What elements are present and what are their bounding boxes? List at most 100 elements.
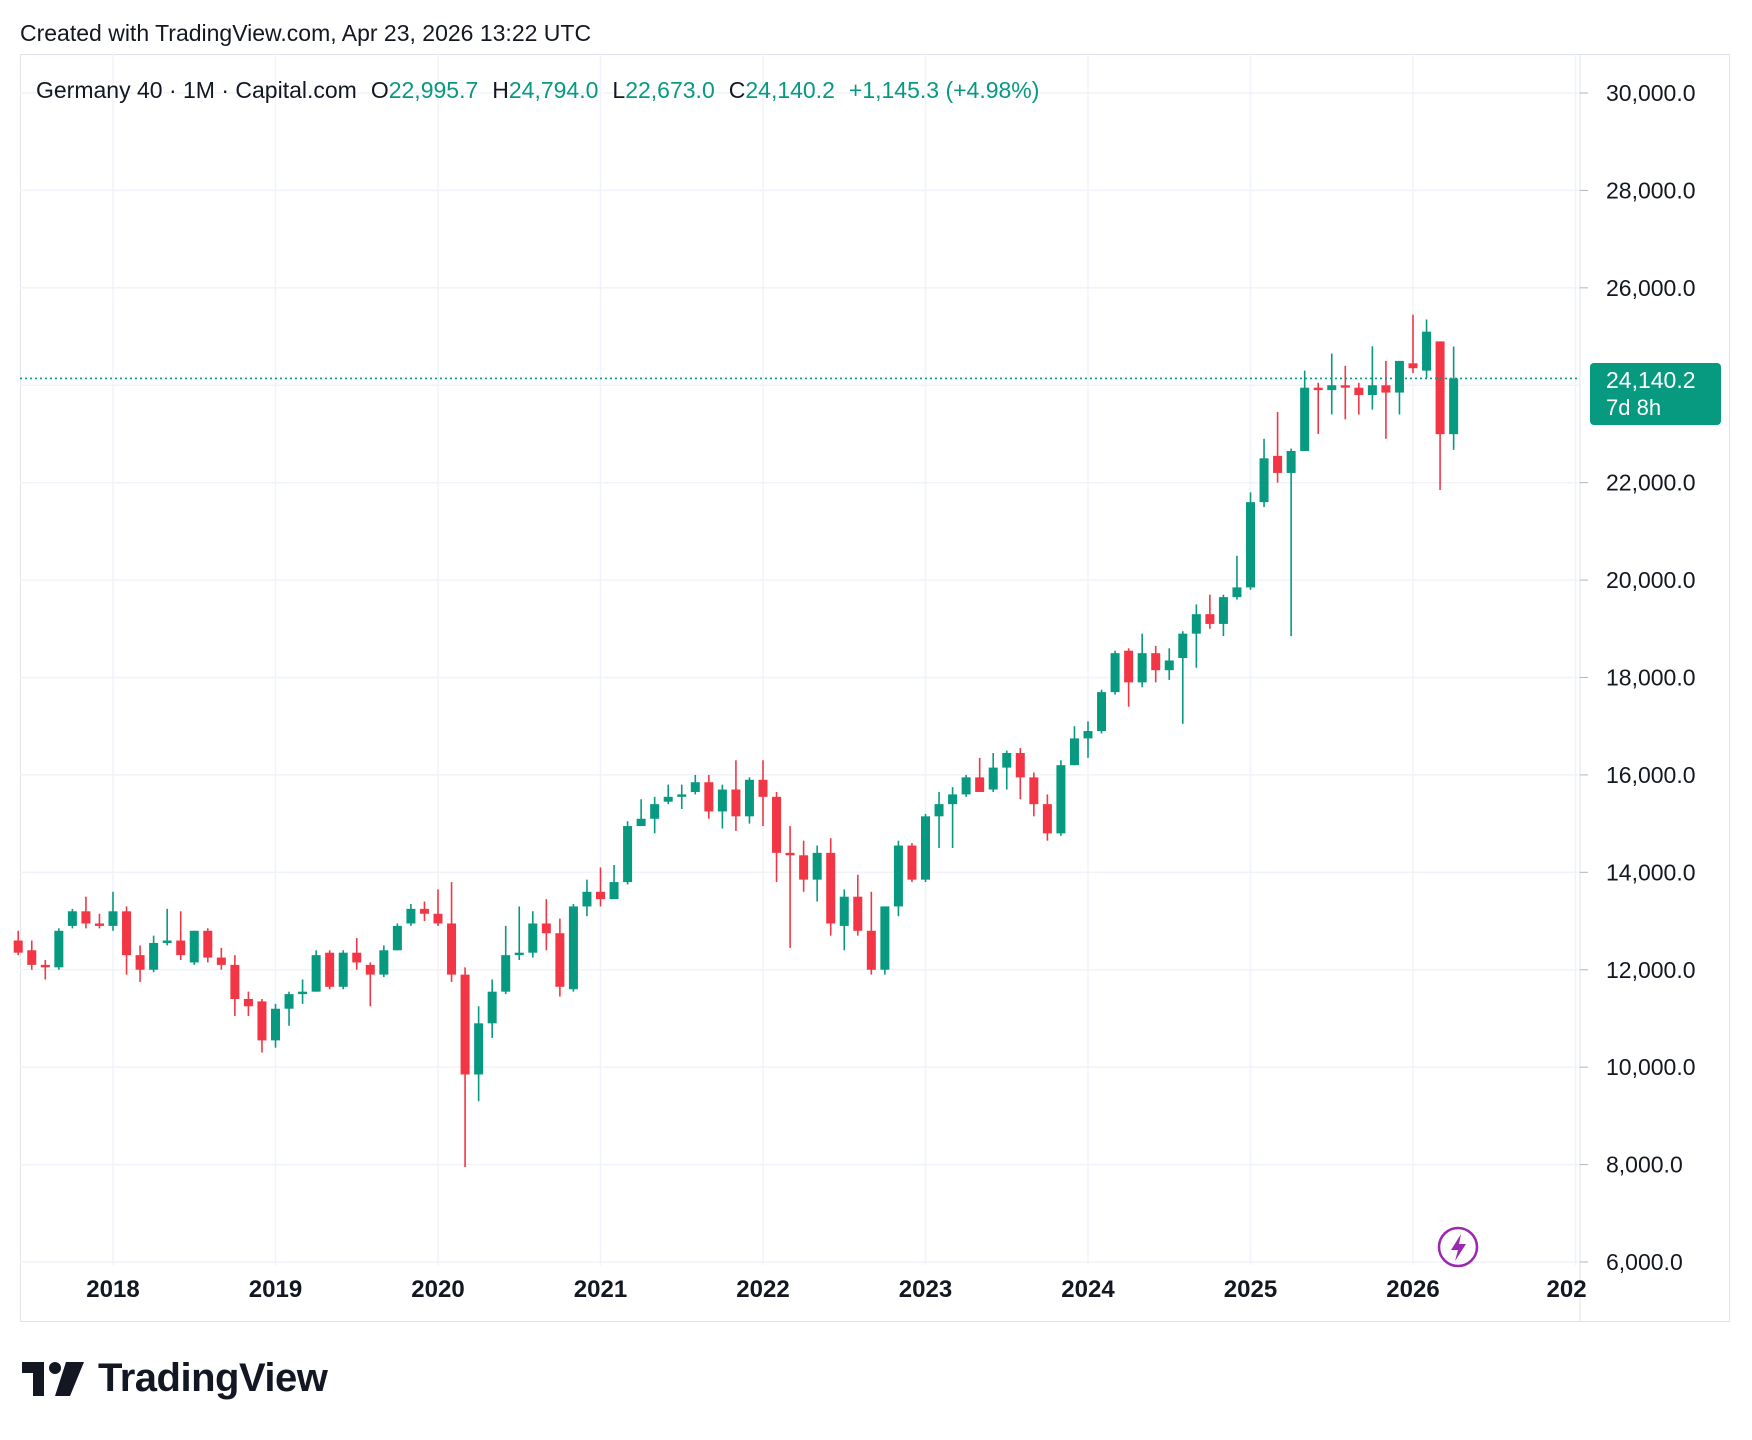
candle	[1286, 448, 1296, 637]
candle-body	[379, 950, 389, 975]
candle-body	[744, 779, 754, 817]
candle-body	[67, 911, 77, 926]
candle	[1408, 314, 1418, 374]
candle-body	[1056, 765, 1066, 834]
x-tick-label: 202	[1547, 1276, 1587, 1303]
x-tick-label: 2025	[1224, 1276, 1277, 1303]
open-value: 22,995.7	[388, 77, 479, 103]
tradingview-logo-icon	[22, 1362, 84, 1396]
symbol-legend: Germany 40 · 1M · Capital.com O22,995.7 H2…	[36, 77, 1039, 104]
candle	[826, 838, 836, 936]
candle	[271, 1003, 280, 1048]
candle	[880, 906, 890, 975]
candle	[474, 1006, 484, 1102]
candle	[934, 791, 944, 848]
candle-body	[1178, 633, 1188, 659]
bar-countdown: 7d 8h	[1606, 395, 1662, 420]
candle	[609, 865, 619, 900]
high-label: H	[492, 77, 509, 103]
candle-body	[1029, 777, 1039, 805]
candle-body	[596, 891, 605, 900]
x-tick-label: 2021	[574, 1276, 627, 1303]
candle	[54, 928, 64, 970]
candle	[67, 908, 77, 929]
candle-body	[907, 845, 917, 880]
candle	[433, 889, 443, 926]
candle-body	[921, 816, 930, 880]
grid-lines	[20, 54, 1580, 1265]
candle	[81, 896, 91, 929]
close-label: C	[728, 77, 746, 103]
candle	[528, 911, 538, 958]
candle	[1354, 382, 1364, 415]
candle	[162, 908, 172, 946]
candle-body	[1137, 653, 1147, 683]
x-tick-label: 2023	[899, 1276, 952, 1303]
candle	[338, 950, 348, 990]
candles	[13, 314, 1459, 1168]
candle-body	[1218, 597, 1228, 624]
candle	[582, 879, 592, 917]
candle-body	[135, 955, 145, 970]
candle-body	[406, 908, 416, 924]
candle	[731, 760, 741, 831]
candle	[1435, 341, 1445, 490]
candle	[596, 867, 605, 907]
candle	[907, 843, 917, 883]
candle-body	[392, 925, 402, 951]
candle-body	[690, 782, 700, 792]
candle-body	[772, 796, 782, 853]
candle-body	[1449, 378, 1459, 435]
candle-body	[636, 818, 646, 827]
candle	[176, 911, 186, 961]
candle-body	[81, 911, 91, 924]
candle	[799, 840, 809, 892]
low-value: 22,673.0	[625, 77, 715, 103]
candle	[1124, 648, 1134, 707]
y-tick-label: 18,000.0	[1606, 665, 1696, 691]
candle	[1422, 319, 1432, 378]
high-value: 24,794.0	[508, 77, 599, 103]
candle-body	[623, 826, 633, 883]
candle-body	[812, 852, 822, 880]
candle-body	[365, 964, 375, 975]
candle	[94, 913, 104, 929]
candle-body	[1286, 451, 1296, 473]
candle	[1083, 721, 1093, 758]
candle-body	[839, 896, 849, 926]
candle-body	[447, 923, 457, 975]
candle-body	[961, 777, 971, 795]
candle-body	[1354, 387, 1364, 395]
symbol-name[interactable]: Germany 40 · 1M · Capital.com	[36, 77, 357, 103]
candle-body	[1042, 804, 1052, 834]
candle-body	[216, 957, 226, 965]
y-tick-label: 28,000.0	[1606, 177, 1696, 203]
y-tick-label: 30,000.0	[1606, 80, 1696, 106]
candle-body	[284, 994, 294, 1009]
candle-body	[271, 1008, 280, 1041]
candle-body	[893, 845, 903, 907]
candle	[1042, 794, 1052, 841]
candle-body	[582, 891, 592, 907]
candle-body	[189, 930, 199, 963]
candle-body	[162, 940, 172, 943]
candle	[650, 796, 660, 834]
candle	[189, 930, 199, 965]
candle	[893, 840, 903, 917]
candle-body	[108, 911, 118, 926]
candle-body	[1124, 650, 1134, 683]
candle	[27, 940, 37, 970]
candle	[230, 955, 240, 1017]
candle-body	[1232, 587, 1242, 598]
candle	[758, 760, 768, 827]
candle	[122, 906, 132, 975]
candle	[487, 979, 497, 1038]
candle	[243, 991, 253, 1017]
open-label: O	[370, 77, 389, 103]
candle	[352, 938, 362, 970]
candle	[311, 950, 321, 992]
candle-body	[1259, 458, 1269, 503]
alert-icon[interactable]	[1437, 1226, 1479, 1268]
candle	[501, 925, 511, 995]
